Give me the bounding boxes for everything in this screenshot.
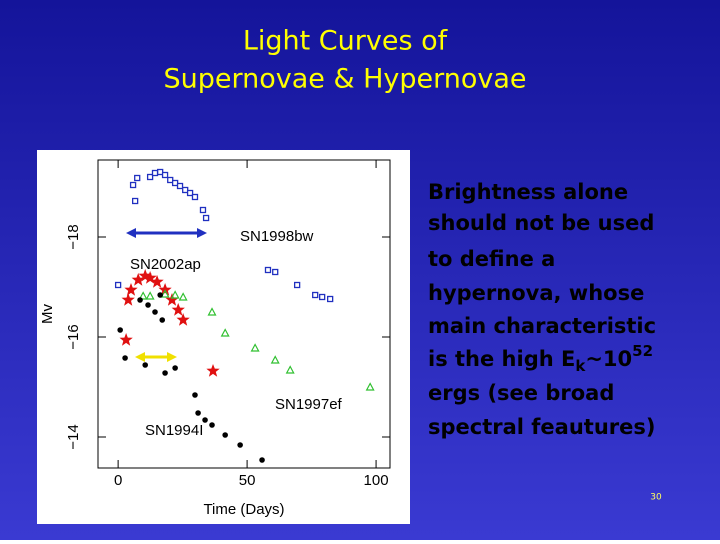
data-point bbox=[191, 193, 199, 201]
data-point bbox=[138, 269, 152, 282]
data-point bbox=[176, 182, 184, 190]
series-label: SN1997ef bbox=[275, 396, 343, 413]
data-point bbox=[157, 168, 164, 176]
data-point bbox=[131, 197, 139, 205]
arrow-head bbox=[167, 352, 177, 362]
data-point bbox=[160, 289, 170, 298]
body-line: should not be used bbox=[428, 211, 654, 235]
x-axis-label: Time (Days) bbox=[203, 501, 284, 518]
data-point bbox=[250, 343, 260, 352]
data-point bbox=[293, 281, 301, 289]
arrow-head bbox=[197, 228, 207, 238]
data-point bbox=[159, 317, 166, 323]
data-point bbox=[176, 313, 190, 326]
data-point bbox=[117, 327, 123, 333]
data-point bbox=[151, 169, 159, 177]
data-point bbox=[220, 328, 230, 337]
x-tick-label: 50 bbox=[239, 472, 256, 489]
data-point bbox=[182, 186, 189, 194]
data-point bbox=[145, 291, 155, 300]
data-point bbox=[272, 268, 279, 276]
data-point bbox=[171, 303, 185, 316]
data-point bbox=[157, 292, 163, 298]
data-point bbox=[209, 422, 215, 428]
x-tick-label: 0 bbox=[114, 472, 122, 489]
data-point bbox=[134, 174, 141, 182]
body-line: to define a bbox=[428, 247, 555, 271]
data-point bbox=[327, 295, 334, 303]
data-point bbox=[237, 442, 243, 448]
data-point bbox=[161, 171, 169, 179]
data-point bbox=[142, 362, 149, 368]
data-point bbox=[178, 292, 188, 301]
data-point bbox=[131, 273, 145, 286]
data-point bbox=[170, 290, 180, 299]
data-point bbox=[165, 293, 179, 306]
body-line: Brightness alone bbox=[428, 180, 628, 204]
data-point bbox=[192, 392, 198, 398]
y-axis-label: Mv bbox=[39, 304, 56, 324]
data-point bbox=[285, 365, 295, 374]
data-point bbox=[124, 283, 138, 296]
data-point bbox=[114, 281, 122, 289]
series-label: SN2002ap bbox=[130, 256, 201, 273]
body-line: hypernova, whose bbox=[428, 281, 644, 305]
data-point bbox=[195, 410, 201, 416]
y-tick-label: −14 bbox=[65, 424, 82, 449]
y-tick-label: −18 bbox=[65, 224, 82, 249]
arrow-head bbox=[135, 352, 145, 362]
body-part: is the high E bbox=[428, 347, 575, 371]
data-point bbox=[137, 297, 143, 303]
data-point bbox=[129, 181, 137, 189]
data-point bbox=[138, 291, 148, 300]
data-point bbox=[143, 271, 157, 284]
y-tick-label: −16 bbox=[65, 324, 82, 349]
data-point bbox=[146, 173, 154, 181]
data-point bbox=[145, 302, 151, 308]
body-line: is the high Ek~1052 bbox=[428, 342, 653, 375]
data-point bbox=[202, 214, 210, 222]
title-line: Light Curves of bbox=[243, 26, 449, 57]
data-point bbox=[312, 291, 319, 299]
data-point bbox=[152, 309, 158, 315]
data-point bbox=[365, 382, 375, 391]
data-point bbox=[122, 355, 128, 361]
series-label: SN1994I bbox=[145, 422, 203, 439]
x-tick-label: 100 bbox=[364, 472, 389, 489]
data-point bbox=[171, 179, 179, 187]
data-point bbox=[172, 365, 178, 371]
page-number: 30 bbox=[650, 493, 662, 503]
subscript: k bbox=[575, 357, 586, 375]
data-point bbox=[259, 457, 265, 463]
title-line: Supernovae & Hypernovae bbox=[163, 64, 526, 95]
data-point bbox=[270, 355, 280, 364]
superscript: 52 bbox=[632, 342, 653, 360]
data-point bbox=[207, 307, 217, 316]
data-point bbox=[222, 432, 228, 438]
data-point bbox=[119, 333, 133, 346]
arrow-head bbox=[126, 228, 136, 238]
chart: 0 50 100 −18 −16 −14 Time (Days) Mv SN1998bw SN20… bbox=[39, 159, 391, 518]
data-point bbox=[167, 176, 174, 184]
body-line: ergs (see broad bbox=[428, 381, 614, 405]
body-text: Brightness alone should not be used to d… bbox=[428, 180, 656, 439]
data-point bbox=[206, 364, 220, 377]
plot-frame bbox=[97, 159, 391, 469]
data-point bbox=[162, 370, 168, 376]
body-line: main characteristic bbox=[428, 314, 656, 338]
data-point bbox=[202, 417, 208, 423]
data-point bbox=[319, 293, 326, 301]
data-point bbox=[264, 266, 272, 274]
data-point bbox=[150, 275, 164, 288]
series-label: SN1998bw bbox=[240, 228, 314, 245]
data-point bbox=[186, 189, 194, 197]
data-point bbox=[121, 293, 135, 306]
data-point bbox=[199, 206, 207, 214]
body-part: ~10 bbox=[585, 347, 632, 371]
body-line: spectral feautures) bbox=[428, 415, 655, 439]
